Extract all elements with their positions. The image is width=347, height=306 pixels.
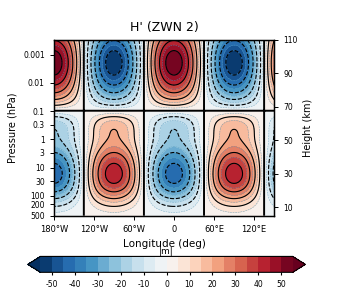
PathPatch shape [293,256,305,272]
Title: H' (ZWN 2): H' (ZWN 2) [129,21,198,35]
Title: |m|: |m| [159,247,174,256]
Y-axis label: Pressure (hPa): Pressure (hPa) [7,92,17,163]
PathPatch shape [28,256,40,272]
X-axis label: Longitude (deg): Longitude (deg) [122,239,205,249]
Y-axis label: Height (km): Height (km) [303,99,313,157]
